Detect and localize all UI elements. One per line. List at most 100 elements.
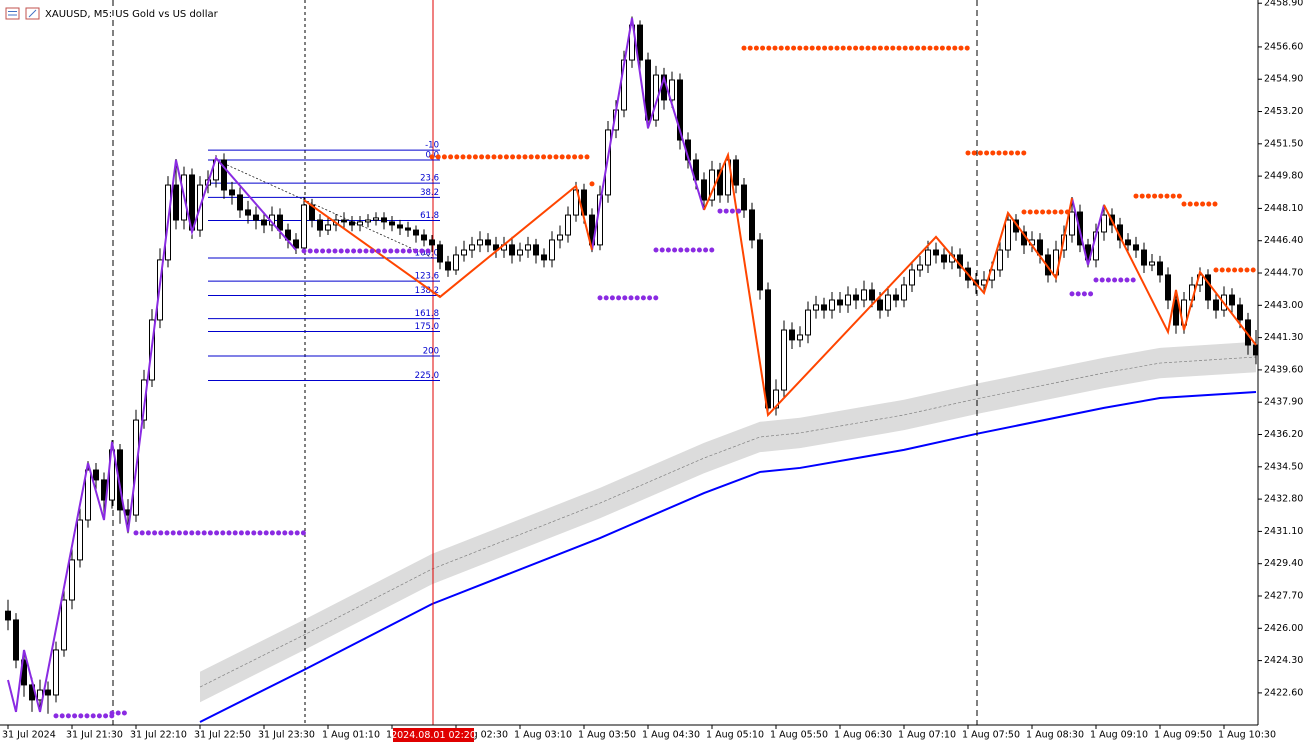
candle-body bbox=[93, 469, 99, 481]
x-tick-label: 1 Aug 08:30 bbox=[1026, 730, 1084, 741]
x-tick-label: 1 Aug 06:30 bbox=[834, 730, 892, 741]
y-tick-label: 2444.70 bbox=[1264, 268, 1303, 279]
candle-body bbox=[301, 204, 307, 249]
candle-body bbox=[429, 239, 435, 246]
candle-body bbox=[741, 184, 747, 211]
candle-body bbox=[77, 519, 83, 561]
candle-body bbox=[229, 189, 235, 196]
cursor-label-bg bbox=[393, 728, 474, 742]
candle-body bbox=[1141, 249, 1147, 266]
x-tick-label: 1 Aug 09:10 bbox=[1090, 730, 1148, 741]
title-icons bbox=[5, 7, 40, 20]
y-tick-label: 2451.50 bbox=[1264, 138, 1303, 149]
candle-body bbox=[869, 289, 875, 301]
icon bbox=[5, 7, 20, 20]
candle-body bbox=[901, 284, 907, 301]
candle-body bbox=[1173, 299, 1179, 326]
y-tick-label: 2432.80 bbox=[1264, 494, 1303, 505]
candle-body bbox=[797, 334, 803, 341]
fib-label: 138.2 bbox=[415, 286, 439, 296]
candle-body bbox=[373, 217, 379, 221]
candle-body bbox=[805, 309, 811, 336]
candle-body bbox=[85, 469, 91, 521]
fib-label: 161.8 bbox=[415, 309, 439, 319]
candle-body bbox=[1101, 214, 1107, 233]
fibonacci-layer: -100.023.638.261.8100.0123.6138.2161.817… bbox=[208, 141, 440, 382]
candle-body bbox=[1125, 239, 1131, 246]
candle-body bbox=[13, 619, 19, 661]
candle-body bbox=[845, 294, 851, 306]
candle-body bbox=[733, 159, 739, 186]
fib-label: 61.8 bbox=[420, 211, 439, 221]
y-tick-label: 2426.00 bbox=[1264, 623, 1303, 634]
candle-body bbox=[693, 159, 699, 181]
candle-body bbox=[853, 294, 859, 301]
candle-body bbox=[925, 249, 931, 266]
ma-mid-line bbox=[199, 356, 1257, 688]
candle-body bbox=[53, 649, 59, 696]
candle-body bbox=[325, 224, 331, 231]
candle-body bbox=[485, 239, 491, 246]
candle-body bbox=[69, 559, 75, 601]
candle-body bbox=[397, 224, 403, 229]
candle-body bbox=[517, 249, 523, 256]
zigzag-line bbox=[7, 17, 1105, 713]
x-tick-label: 31 Jul 23:30 bbox=[258, 730, 315, 741]
candle-body bbox=[45, 689, 51, 696]
candle-body bbox=[141, 379, 147, 421]
candle-body bbox=[117, 449, 123, 511]
y-tick-label: 2454.90 bbox=[1264, 74, 1303, 85]
fib-label: 200 bbox=[423, 347, 439, 357]
candle-body bbox=[509, 244, 515, 256]
candle-body bbox=[437, 244, 443, 263]
candle-body bbox=[405, 227, 411, 231]
ma-line bbox=[199, 390, 1257, 723]
icon bbox=[28, 9, 37, 18]
candle-body bbox=[341, 219, 347, 223]
candle-body bbox=[837, 299, 843, 306]
fib-label: 23.6 bbox=[420, 174, 439, 184]
candle-body bbox=[1237, 304, 1243, 321]
fib-label: 38.2 bbox=[420, 188, 439, 198]
candle-body bbox=[421, 234, 427, 241]
candle-body bbox=[941, 254, 947, 263]
candle-body bbox=[917, 264, 923, 271]
x-tick-label: 31 Jul 21:30 bbox=[66, 730, 123, 741]
y-tick-label: 2453.20 bbox=[1264, 106, 1303, 117]
fib-label: 123.6 bbox=[415, 272, 439, 282]
candle-body bbox=[1165, 274, 1171, 301]
candle-body bbox=[885, 294, 891, 311]
candle-body bbox=[677, 79, 683, 141]
candle-body bbox=[701, 179, 707, 201]
fib-label: 100.0 bbox=[415, 249, 439, 259]
candle-body bbox=[317, 219, 323, 231]
candle-body bbox=[557, 234, 563, 241]
candle-body bbox=[717, 169, 723, 196]
plot-area: -100.023.638.261.8100.0123.6138.2161.817… bbox=[5, 0, 1258, 725]
candle-body bbox=[757, 239, 763, 291]
candle-body bbox=[1205, 274, 1211, 301]
candle-body bbox=[893, 294, 899, 301]
ma-band-layer bbox=[199, 341, 1257, 723]
candle-body bbox=[261, 219, 267, 226]
y-tick-label: 2443.00 bbox=[1264, 300, 1303, 311]
candles-layer bbox=[5, 16, 1258, 714]
y-tick-label: 2431.10 bbox=[1264, 526, 1303, 537]
candle-body bbox=[445, 261, 451, 271]
x-tick-label: 1 Aug 01:10 bbox=[322, 730, 380, 741]
cursor-label: 2024.08.01 02:20 bbox=[391, 730, 476, 741]
x-tick-label: 1 Aug 09:50 bbox=[1154, 730, 1212, 741]
candle-body bbox=[469, 244, 475, 251]
candle-body bbox=[669, 79, 675, 101]
fib-label: 225.0 bbox=[415, 371, 439, 381]
candle-body bbox=[765, 289, 771, 409]
candle-body bbox=[997, 249, 1003, 271]
x-tick-label: 1 Aug 03:10 bbox=[514, 730, 572, 741]
candle-body bbox=[173, 184, 179, 221]
candle-body bbox=[813, 304, 819, 311]
fib-label: 175.0 bbox=[415, 322, 439, 332]
candle-body bbox=[381, 217, 387, 223]
candle-body bbox=[1213, 299, 1219, 311]
chart-title: XAUUSD, M5: US Gold vs US dollar bbox=[45, 9, 219, 20]
